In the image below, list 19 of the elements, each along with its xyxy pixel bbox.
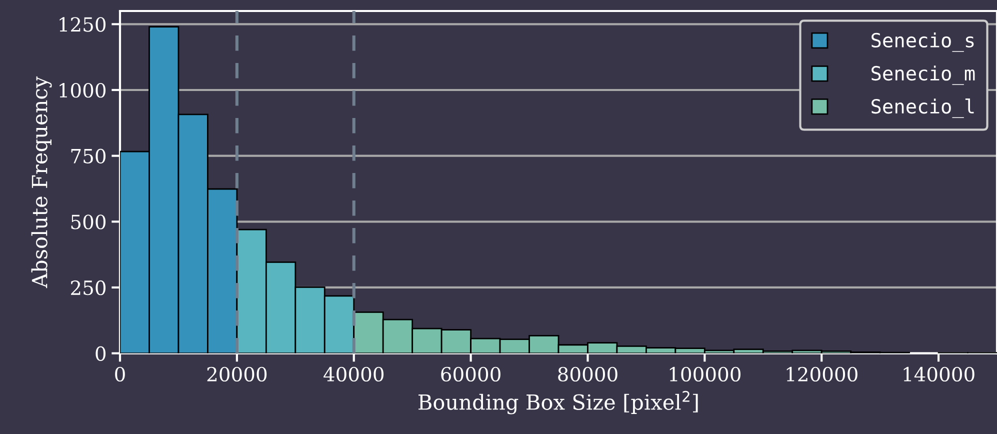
y-tick-label: 0 [96, 346, 106, 361]
x-tick-label: 40000 [324, 366, 384, 382]
x-tick-label: 20000 [207, 366, 267, 382]
y-tick-label: 1250 [60, 17, 106, 32]
x-tick-label: 100000 [670, 366, 740, 382]
legend-label: Senecio_l [872, 98, 974, 118]
legend-label: Senecio_m [872, 66, 975, 85]
y-tick-label: 1000 [60, 82, 106, 98]
x-tick-label: 60000 [441, 366, 500, 382]
x-tick-label: 0 [115, 366, 125, 382]
x-axis-title: Bounding Box Size [pixel$^{2}$] [418, 390, 698, 414]
x-tick-label: 140000 [904, 366, 974, 382]
y-tick-label: 500 [71, 214, 106, 230]
y-tick-label: 250 [71, 280, 106, 296]
x-tick-label: 120000 [786, 366, 858, 382]
y-axis-title: Absolute Frequency [31, 76, 52, 288]
x-tick-label: 80000 [558, 366, 618, 382]
legend-label: Senecio_s [872, 32, 974, 52]
y-tick-label: 750 [71, 148, 106, 164]
